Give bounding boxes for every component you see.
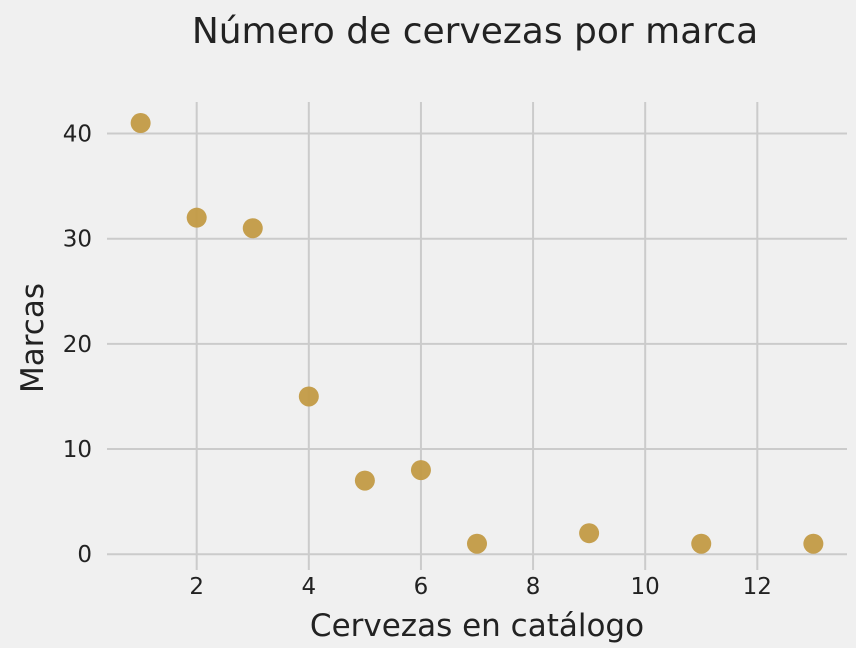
y-axis-label: Marcas — [15, 283, 51, 393]
x-tick-labels: 2 4 6 8 10 12 — [189, 574, 772, 600]
data-point — [186, 207, 207, 228]
data-point — [354, 470, 375, 491]
y-tick-labels: 0 10 20 30 40 — [63, 122, 92, 569]
y-tick-label: 10 — [63, 437, 92, 463]
y-tick-label: 40 — [63, 122, 92, 148]
data-point — [242, 218, 263, 239]
x-tick-label: 12 — [743, 574, 772, 600]
x-tick-label: 8 — [526, 574, 541, 600]
chart-title: Número de cervezas por marca — [192, 11, 758, 52]
x-tick-label: 10 — [631, 574, 660, 600]
x-axis-label: Cervezas en catálogo — [310, 608, 644, 644]
x-tick-label: 2 — [189, 574, 204, 600]
y-tick-label: 0 — [77, 542, 92, 568]
y-tick-label: 20 — [63, 332, 92, 358]
data-point — [467, 533, 487, 554]
x-tick-label: 6 — [414, 574, 429, 600]
data-point — [579, 523, 600, 544]
data-point — [410, 460, 431, 481]
grid — [107, 102, 847, 570]
data-point — [691, 533, 712, 554]
data-points — [130, 113, 824, 554]
y-tick-label: 30 — [63, 227, 92, 253]
data-point — [803, 533, 824, 554]
data-point — [298, 386, 319, 407]
x-tick-label: 4 — [301, 574, 316, 600]
data-point — [130, 113, 151, 134]
